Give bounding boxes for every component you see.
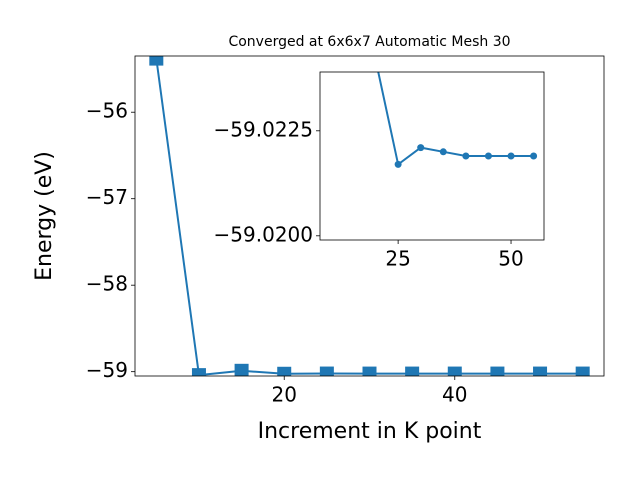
data-point <box>439 148 447 156</box>
data-point <box>533 366 548 376</box>
data-point <box>462 152 470 160</box>
data-point <box>575 366 590 376</box>
series-line <box>377 72 534 167</box>
data-point <box>277 366 292 376</box>
axes-frame <box>319 71 545 241</box>
y-tick-label: −57 <box>86 185 128 209</box>
data-point <box>490 366 505 376</box>
data-point <box>417 144 425 152</box>
data-point <box>319 366 334 376</box>
y-tick-label: −59 <box>86 358 128 382</box>
x-tick-label: 25 <box>385 247 410 271</box>
data-point <box>362 366 377 376</box>
data-point <box>507 152 515 160</box>
x-tick-label: 40 <box>442 383 467 407</box>
y-tick-label: −59.0225 <box>214 117 313 141</box>
chart-title: Converged at 6x6x7 Automatic Mesh 30 <box>228 34 510 50</box>
y-axis-label: Energy (eV) <box>32 151 57 281</box>
x-tick-label: 50 <box>498 247 523 271</box>
y-tick-label: −56 <box>86 99 128 123</box>
y-tick-label: −59.0200 <box>214 222 313 246</box>
x-tick-label: 20 <box>272 383 297 407</box>
data-point <box>405 366 420 376</box>
data-point <box>149 56 164 66</box>
data-point <box>394 160 402 168</box>
data-point <box>191 368 206 376</box>
plot-area <box>377 72 538 168</box>
data-point <box>484 152 492 160</box>
data-point <box>234 363 249 376</box>
plot-area <box>149 56 590 376</box>
axes-frame <box>134 55 605 377</box>
y-tick-label: −58 <box>86 272 128 296</box>
data-point <box>530 152 538 160</box>
data-point <box>447 366 462 376</box>
x-axis-label: Increment in K point <box>258 419 482 444</box>
